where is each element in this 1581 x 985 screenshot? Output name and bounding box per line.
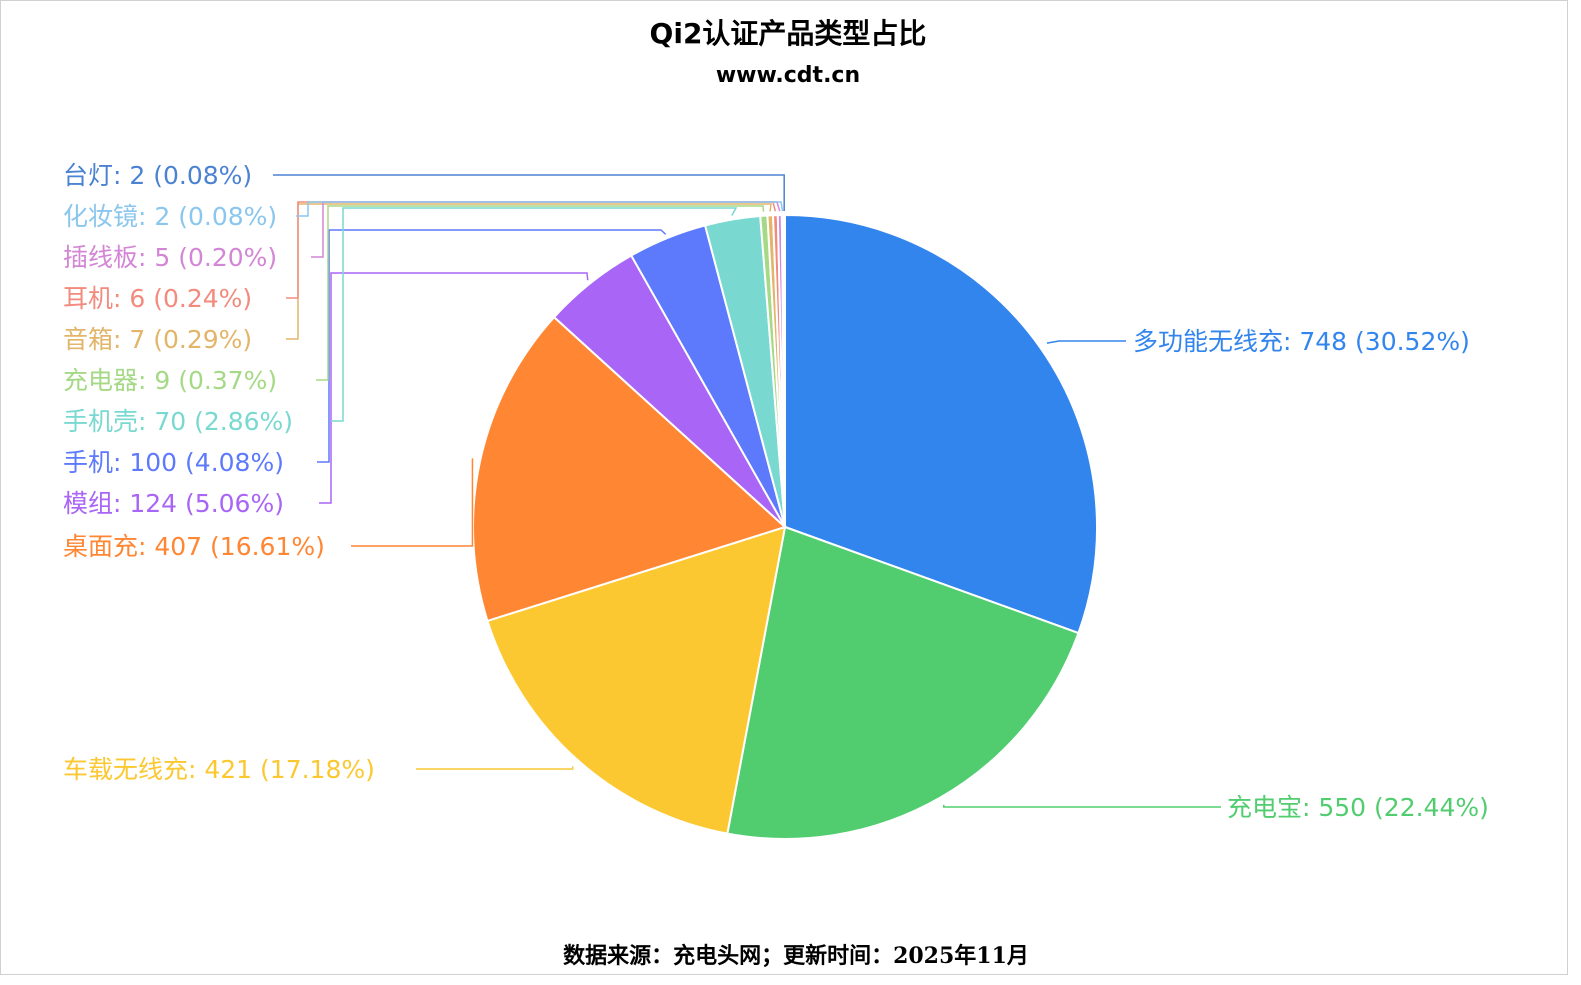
leader-line-10 xyxy=(286,201,777,299)
leader-line-6 xyxy=(317,229,667,463)
leader-line-7 xyxy=(331,207,738,422)
pie-slices xyxy=(472,213,1098,840)
slice-label-7: 手机壳: 70 (2.86%) xyxy=(63,407,293,436)
chart-title: Qi2认证产品类型占比 xyxy=(650,17,927,50)
leader-line-3 xyxy=(416,766,574,770)
leader-line-8 xyxy=(316,205,765,381)
leader-line-1 xyxy=(1046,340,1126,344)
data-source-footer: 数据来源：充电头网；更新时间：2025年11月 xyxy=(563,943,1029,969)
slice-label-13: 台灯: 2 (0.08%) xyxy=(63,161,252,190)
slice-label-5: 模组: 124 (5.06%) xyxy=(63,489,284,518)
label-leader-lines xyxy=(273,174,1221,808)
slice-label-1: 多功能无线充: 748 (30.52%) xyxy=(1133,327,1470,356)
pie-slice-3[interactable] xyxy=(486,525,787,835)
leader-line-2 xyxy=(943,804,1221,808)
pie-slice-1[interactable] xyxy=(784,213,1098,635)
slice-label-8: 充电器: 9 (0.37%) xyxy=(63,366,277,395)
leader-line-4 xyxy=(351,458,474,547)
leader-line-12 xyxy=(296,201,784,217)
slice-label-12: 化妆镜: 2 (0.08%) xyxy=(63,202,277,231)
chart-subtitle: www.cdt.cn xyxy=(716,63,860,88)
pie-slice-2[interactable] xyxy=(726,525,1080,840)
slice-label-9: 音箱: 7 (0.29%) xyxy=(63,325,252,354)
slice-label-2: 充电宝: 550 (22.44%) xyxy=(1227,793,1489,822)
pie-slice-13[interactable] xyxy=(782,213,786,528)
leader-line-5 xyxy=(319,272,589,504)
leader-line-13 xyxy=(273,174,785,212)
slice-label-10: 耳机: 6 (0.24%) xyxy=(63,284,252,313)
slice-label-3: 车载无线充: 421 (17.18%) xyxy=(63,755,375,784)
slice-label-4: 桌面充: 407 (16.61%) xyxy=(63,532,325,561)
slice-labels: 多功能无线充: 748 (30.52%) 充电宝: 550 (22.44%) 车载无… xyxy=(63,161,1489,822)
pie-slice-4[interactable] xyxy=(472,315,787,623)
slice-label-11: 插线板: 5 (0.20%) xyxy=(63,243,277,272)
slice-label-6: 手机: 100 (4.08%) xyxy=(63,448,284,477)
